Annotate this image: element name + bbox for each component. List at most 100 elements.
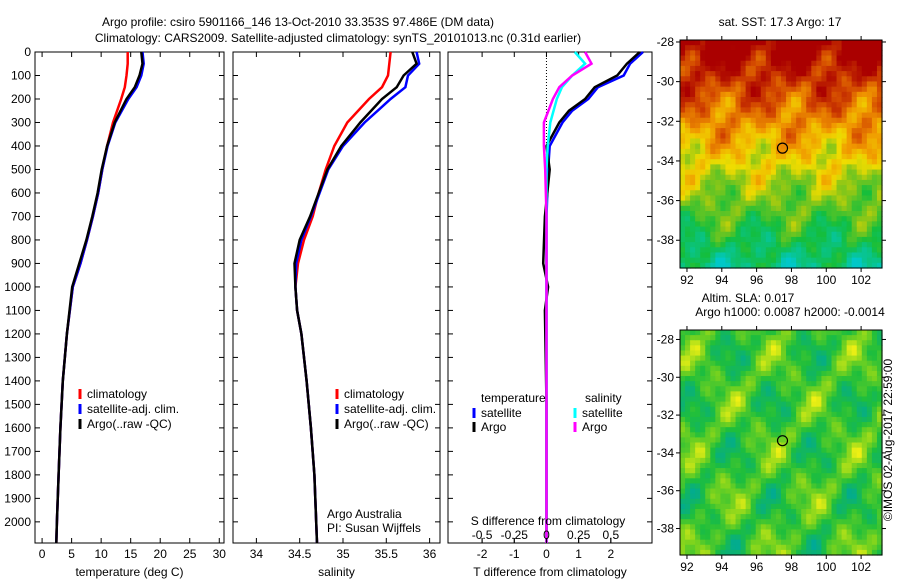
map-cell — [831, 493, 838, 500]
map-cell — [866, 488, 873, 495]
map-cell — [801, 190, 807, 197]
map-cell — [730, 262, 737, 269]
map-cell — [720, 236, 727, 243]
map-cell — [846, 107, 853, 114]
map-cell — [770, 478, 777, 485]
map-cell — [851, 169, 858, 176]
map-cell — [725, 211, 732, 217]
map-cell — [770, 432, 777, 438]
y-tick-label: 2000 — [4, 515, 31, 529]
map-cell — [806, 468, 812, 474]
map-cell — [841, 437, 848, 444]
map-cell — [760, 40, 767, 46]
map-cell — [730, 524, 737, 531]
map-cell — [846, 60, 853, 67]
map-cell — [851, 432, 858, 438]
map-cell — [685, 473, 691, 479]
map-cell — [806, 360, 812, 367]
map-cell — [791, 91, 797, 98]
map-cell — [861, 370, 868, 377]
map-cell — [755, 422, 762, 428]
map-cell — [765, 503, 772, 510]
map-cell — [690, 401, 696, 408]
map-cell — [775, 437, 782, 444]
map-cell — [836, 60, 843, 67]
map-cell — [730, 457, 737, 464]
map-cell — [720, 65, 727, 72]
map-cell — [710, 122, 716, 129]
x-tick-label: 25 — [183, 547, 197, 561]
map-cell — [791, 154, 797, 160]
map-cell — [745, 503, 752, 510]
map-cell — [866, 102, 873, 108]
map-cell — [730, 401, 737, 408]
map-cell — [740, 488, 747, 495]
map-cell — [781, 50, 787, 57]
map-cell — [851, 226, 858, 233]
map-cell — [685, 483, 691, 490]
map-cell — [841, 534, 848, 541]
map-cell — [760, 45, 767, 51]
map-cell — [680, 365, 686, 372]
map-cell — [796, 340, 802, 346]
map-cell — [755, 179, 762, 186]
map-cell — [725, 133, 732, 140]
map-cell — [831, 117, 838, 124]
map-cell — [856, 154, 863, 160]
map-cell — [770, 148, 777, 155]
map-cell — [851, 447, 858, 454]
map-cell — [760, 519, 767, 525]
map-cell — [861, 185, 868, 191]
map-cell — [755, 257, 762, 264]
map-cell — [725, 185, 732, 191]
map-cell — [846, 396, 853, 403]
map-cell — [876, 478, 883, 485]
map-cell — [831, 154, 838, 160]
map-cell — [745, 519, 752, 525]
map-cell — [801, 107, 807, 114]
map-cell — [740, 97, 747, 103]
map-cell — [755, 122, 762, 129]
map-cell — [695, 112, 701, 119]
map-cell — [720, 211, 727, 217]
y-tick-label: 100 — [11, 68, 31, 82]
map-cell — [730, 355, 737, 362]
map-cell — [781, 335, 787, 341]
map-cell — [816, 406, 822, 413]
map-cell — [740, 242, 747, 248]
map-cell — [765, 122, 772, 129]
map-cell — [695, 190, 701, 197]
map-cell — [770, 534, 777, 541]
map-cell — [735, 462, 742, 469]
map-x-tick-label: 102 — [851, 273, 871, 287]
map-cell — [740, 416, 747, 423]
map-cell — [826, 133, 833, 140]
map-cell — [791, 462, 797, 469]
map-cell — [725, 340, 732, 346]
legend-label: Argo(..raw -QC) — [344, 417, 429, 431]
map-cell — [685, 427, 691, 433]
map-cell — [801, 514, 807, 520]
map-cell — [770, 200, 777, 207]
map-cell — [755, 427, 762, 433]
map-cell — [720, 221, 727, 228]
map-cell — [745, 179, 752, 186]
map-cell — [760, 539, 767, 546]
map-cell — [811, 55, 817, 62]
map-cell — [690, 391, 696, 398]
map-cell — [856, 211, 863, 217]
map-cell — [826, 335, 833, 341]
map-cell — [735, 355, 742, 362]
map-cell — [866, 226, 873, 233]
map-cell — [685, 169, 691, 176]
map-cell — [770, 468, 777, 474]
map-cell — [765, 432, 772, 438]
map-cell — [685, 416, 691, 423]
map-cell — [750, 330, 757, 336]
map-cell — [871, 411, 878, 418]
map-cell — [826, 381, 833, 387]
map-cell — [811, 247, 817, 254]
map-cell — [786, 498, 792, 505]
map-cell — [861, 231, 868, 238]
map-cell — [811, 91, 817, 98]
